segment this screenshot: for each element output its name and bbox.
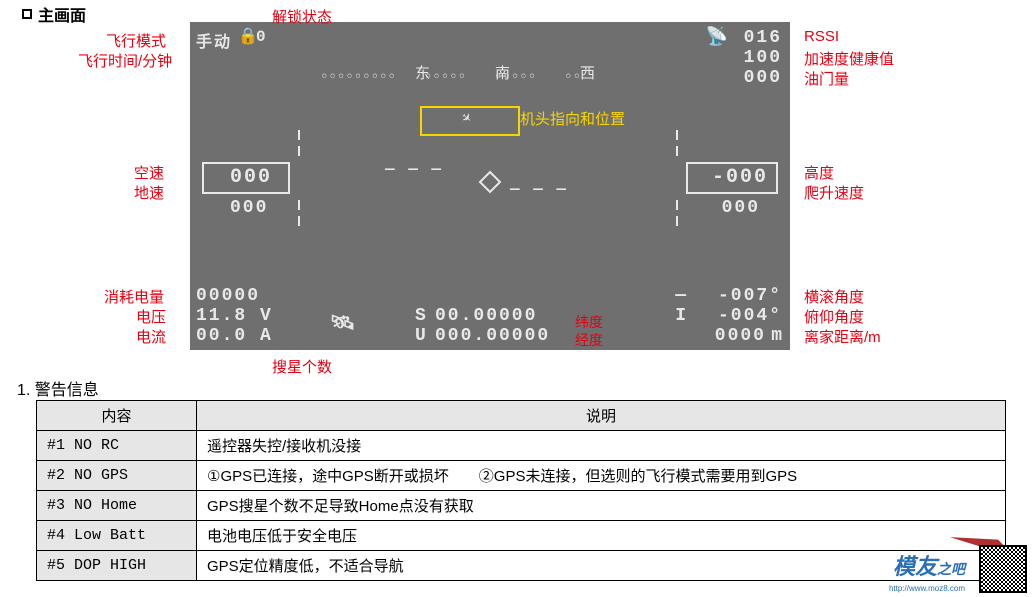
osd-mode: 手动: [196, 28, 232, 52]
osd-climb: 000: [722, 198, 760, 218]
label-voltage: 电压: [136, 306, 166, 327]
label-lon: 经度: [575, 330, 603, 350]
center-mark: [478, 170, 502, 194]
warn-code: #2 NO GPS: [37, 461, 197, 491]
warn-code: #1 NO RC: [37, 431, 197, 461]
table-row: #2 NO GPS ①GPS已连接，途中GPS断开或损坏 ②GPS未连接，但选则…: [37, 461, 1006, 491]
label-alt: 高度: [804, 162, 834, 183]
osd-voltage: 11.8: [196, 306, 247, 326]
site-url: http://www.moz8.com: [889, 584, 965, 593]
table-row: #3 NO Home GPS搜星个数不足导致Home点没有获取: [37, 491, 1006, 521]
label-unlock: 解锁状态: [272, 6, 332, 27]
warn-desc: GPS搜星个数不足导致Home点没有获取: [197, 491, 1006, 521]
right-tick: [676, 200, 678, 210]
osd-airspeed: 000: [230, 166, 272, 189]
osd-current-unit: A: [260, 326, 273, 346]
right-tick: [676, 216, 678, 226]
table-header-row: 内容 说明: [37, 401, 1006, 431]
label-lat: 纬度: [575, 312, 603, 332]
osd-accel: 100: [744, 48, 782, 68]
table-row: #1 NO RC 遥控器失控/接收机没接: [37, 431, 1006, 461]
warn-code: #4 Low Batt: [37, 521, 197, 551]
label-heading: 机头指向和位置: [520, 108, 625, 129]
osd-voltage-unit: V: [260, 306, 273, 326]
label-pitch: 俯仰角度: [804, 306, 864, 327]
label-accel: 加速度健康值: [804, 48, 894, 69]
osd-groundspeed: 000: [230, 198, 268, 218]
osd-pitch: -004°: [718, 306, 782, 326]
rssi-icon: 📡: [706, 26, 730, 48]
table-row: #5 DOP HIGH GPS定位精度低，不适合导航: [37, 551, 1006, 581]
osd-consumed: 00000: [196, 286, 260, 306]
left-tick: [298, 200, 300, 210]
left-tick: [298, 216, 300, 226]
label-climb: 爬升速度: [804, 182, 864, 203]
title-bullet-box: [22, 9, 32, 19]
label-flight-mode: 飞行模式: [106, 30, 166, 51]
horizon-dashes-left: — — —: [385, 160, 443, 178]
warn-desc: ①GPS已连接，途中GPS断开或损坏 ②GPS未连接，但选则的飞行模式需要用到G…: [197, 461, 1006, 491]
th-desc: 说明: [197, 401, 1006, 431]
label-flight-time: 飞行时间/分钟: [78, 50, 172, 71]
osd-lat: 00.00000: [435, 306, 537, 326]
horizon-dashes-right: — — —: [510, 180, 568, 198]
label-dist-home: 离家距离/m: [804, 326, 881, 347]
section-title-row: 主画面: [22, 2, 86, 26]
label-airspeed: 空速: [134, 162, 164, 183]
section-title: 主画面: [38, 2, 86, 26]
right-tick: [676, 146, 678, 156]
logo-main: 模友: [893, 554, 937, 579]
osd-current: 00.0: [196, 326, 247, 346]
satellite-icon: 🛰: [330, 310, 357, 336]
warn-code: #5 DOP HIGH: [37, 551, 197, 581]
warn-desc: 电池电压低于安全电压: [197, 521, 1006, 551]
warn-desc: GPS定位精度低，不适合导航: [197, 551, 1006, 581]
left-tick: [298, 130, 300, 140]
label-roll: 横滚角度: [804, 286, 864, 307]
osd-screenshot: 手动 0 🔒 📡 016 100 000 ◦◦◦◦◦◦◦◦◦ ◦◦◦◦◦ ◦◦◦…: [190, 22, 790, 350]
th-content: 内容: [37, 401, 197, 431]
osd-dist-unit: m: [771, 326, 784, 346]
label-consumed: 消耗电量: [104, 286, 164, 307]
osd-lon: 000.00000: [435, 326, 550, 346]
warn-section-title: 1. 警告信息: [17, 376, 99, 400]
lock-icon: 🔒: [238, 26, 260, 46]
left-tick: [298, 146, 300, 156]
label-current: 电流: [136, 326, 166, 347]
label-groundspeed: 地速: [134, 182, 164, 203]
label-sat-count: 搜星个数: [272, 356, 332, 377]
pitch-icon: I: [675, 306, 688, 326]
compass-west: 西: [580, 62, 595, 83]
osd-dist: 0000: [715, 326, 766, 346]
warn-desc: 遥控器失控/接收机没接: [197, 431, 1006, 461]
osd-alt: -000: [712, 166, 768, 189]
osd-roll: -007°: [718, 286, 782, 306]
osd-lon-label: U: [415, 326, 428, 346]
compass-south: 南: [495, 62, 510, 83]
site-logo: 模友之吧: [893, 549, 965, 581]
compass-strip: ◦◦◦◦◦◦◦◦◦ ◦◦◦◦◦ ◦◦◦◦◦ ◦◦: [320, 66, 660, 86]
label-rssi: RSSI: [804, 28, 839, 45]
qr-code: [979, 545, 1027, 593]
warn-code: #3 NO Home: [37, 491, 197, 521]
table-row: #4 Low Batt 电池电压低于安全电压: [37, 521, 1006, 551]
logo-sub: 之吧: [937, 561, 965, 577]
compass-east: 东: [415, 62, 430, 83]
right-tick: [676, 130, 678, 140]
osd-throttle: 000: [744, 68, 782, 88]
osd-rssi: 016: [744, 28, 782, 48]
osd-lat-label: S: [415, 306, 428, 326]
roll-icon: —: [675, 286, 688, 306]
warn-table: 内容 说明 #1 NO RC 遥控器失控/接收机没接 #2 NO GPS ①GP…: [36, 400, 1006, 581]
label-throttle: 油门量: [804, 68, 849, 89]
